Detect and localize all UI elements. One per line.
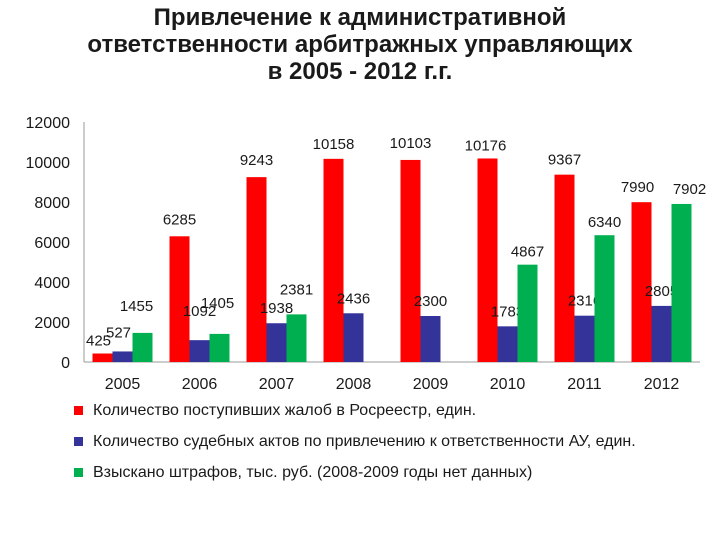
- bar-court-acts-2005: [112, 351, 133, 362]
- bar-fines-2012: [671, 203, 692, 362]
- data-label-complaints-2006: 6285: [163, 211, 196, 228]
- bar-complaints-2012: [631, 202, 652, 362]
- data-label-complaints-2012: 7990: [621, 179, 654, 196]
- data-label-fines-2010: 4867: [511, 244, 544, 261]
- data-label-court-acts-2008: 2436: [337, 290, 370, 307]
- legend-swatch-green: [74, 468, 83, 477]
- legend-item-complaints: Количество поступивших жалоб в Росреестр…: [72, 400, 672, 421]
- title-line-3: в 2005 - 2012 г.г.: [267, 58, 453, 85]
- chart-title: Привлечение к административной ответстве…: [0, 4, 720, 85]
- data-label-complaints-2010: 10176: [465, 137, 507, 154]
- data-label-fines-2007: 2381: [280, 281, 313, 298]
- data-label-complaints-2011: 9367: [548, 152, 581, 169]
- bar-complaints-2007: [246, 177, 267, 362]
- bar-complaints-2009: [400, 159, 421, 362]
- y-tick-label: 10000: [26, 155, 71, 172]
- bar-complaints-2008: [323, 158, 344, 362]
- x-tick-label: 2012: [644, 376, 680, 393]
- legend-swatch-red: [74, 406, 83, 415]
- bar-fines-2011: [594, 235, 615, 362]
- y-tick-label: 12000: [26, 115, 71, 132]
- legend-label-fines: Взыскано штрафов, тыс. руб. (2008-2009 г…: [93, 464, 533, 481]
- bar-complaints-2010: [477, 158, 498, 362]
- legend-item-fines: Взыскано штрафов, тыс. руб. (2008-2009 г…: [72, 462, 672, 483]
- data-label-fines-2012: 7902: [673, 181, 706, 198]
- bar-court-acts-2008: [343, 313, 364, 362]
- chart-legend: Количество поступивших жалоб в Росреестр…: [72, 400, 672, 493]
- title-line-1: Привлечение к административной: [153, 4, 567, 31]
- legend-item-court-acts: Количество судебных актов по привлечению…: [72, 431, 672, 452]
- bar-fines-2010: [517, 264, 538, 362]
- y-tick-label: 2000: [34, 315, 70, 332]
- data-label-complaints-2005: 425: [86, 333, 111, 350]
- title-line-2: ответственности арбитражных управляющих: [87, 31, 633, 58]
- bar-fines-2007: [286, 314, 307, 362]
- x-tick-label: 2007: [259, 376, 295, 393]
- y-tick-label: 8000: [34, 195, 70, 212]
- y-tick-label: 0: [61, 355, 70, 372]
- data-label-complaints-2007: 9243: [240, 152, 273, 169]
- data-label-court-acts-2011: 2316: [568, 293, 601, 310]
- x-tick-label: 2009: [413, 376, 449, 393]
- bar-court-acts-2006: [189, 340, 210, 362]
- data-label-fines-2006: 1405: [201, 295, 234, 312]
- x-tick-label: 2011: [567, 376, 602, 393]
- bar-court-acts-2011: [574, 315, 595, 362]
- y-tick-label: 4000: [34, 275, 70, 292]
- x-tick-label: 2010: [490, 376, 526, 393]
- data-label-court-acts-2009: 2300: [414, 293, 447, 310]
- x-tick-label: 2006: [182, 376, 218, 393]
- data-label-fines-2005: 1455: [120, 298, 153, 315]
- bar-fines-2005: [132, 332, 153, 362]
- data-label-fines-2011: 6340: [588, 214, 621, 231]
- legend-label-complaints: Количество поступивших жалоб в Росреестр…: [93, 402, 477, 419]
- x-tick-label: 2008: [336, 376, 372, 393]
- bar-court-acts-2009: [420, 316, 441, 362]
- data-label-court-acts-2012: 2805: [645, 283, 678, 300]
- data-label-court-acts-2007: 1938: [260, 300, 293, 317]
- bar-court-acts-2007: [266, 323, 287, 362]
- bar-fines-2006: [209, 333, 230, 362]
- bar-court-acts-2012: [651, 305, 672, 362]
- bar-complaints-2006: [169, 236, 190, 362]
- data-label-court-acts-2010: 1783: [491, 303, 524, 320]
- data-label-court-acts-2006: 1092: [183, 303, 216, 320]
- x-tick-label: 2005: [105, 376, 141, 393]
- data-label-court-acts-2005: 527: [106, 324, 131, 341]
- legend-label-court-acts: Количество судебных актов по привлечению…: [93, 433, 636, 450]
- bar-complaints-2011: [554, 174, 575, 362]
- data-label-complaints-2009: 10103: [390, 135, 432, 152]
- bar-complaints-2005: [92, 353, 113, 362]
- y-tick-label: 6000: [34, 235, 70, 252]
- data-label-complaints-2008: 10158: [313, 136, 355, 153]
- bar-court-acts-2010: [497, 326, 518, 362]
- legend-swatch-blue: [74, 437, 83, 446]
